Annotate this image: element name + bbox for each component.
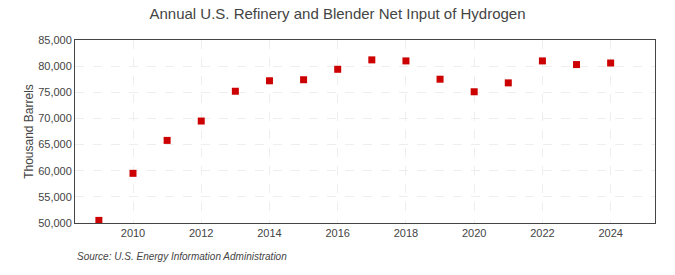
svg-text:2018: 2018 [394,227,418,239]
svg-text:Thousand Barrels: Thousand Barrels [22,84,36,179]
svg-text:2024: 2024 [598,227,622,239]
svg-text:2020: 2020 [462,227,486,239]
svg-text:50,000: 50,000 [38,217,72,229]
svg-text:2010: 2010 [121,227,145,239]
svg-text:2022: 2022 [530,227,554,239]
svg-text:60,000: 60,000 [38,165,72,177]
svg-text:70,000: 70,000 [38,112,72,124]
svg-text:2016: 2016 [325,227,349,239]
svg-text:80,000: 80,000 [38,60,72,72]
svg-text:55,000: 55,000 [38,191,72,203]
svg-text:Annual U.S. Refinery and Blend: Annual U.S. Refinery and Blender Net Inp… [149,5,525,22]
svg-text:Source: U.S. Energy Informatio: Source: U.S. Energy Information Administ… [77,251,287,262]
svg-text:2014: 2014 [257,227,281,239]
svg-text:2012: 2012 [189,227,213,239]
svg-text:65,000: 65,000 [38,138,72,150]
svg-text:85,000: 85,000 [38,34,72,46]
svg-text:75,000: 75,000 [38,86,72,98]
